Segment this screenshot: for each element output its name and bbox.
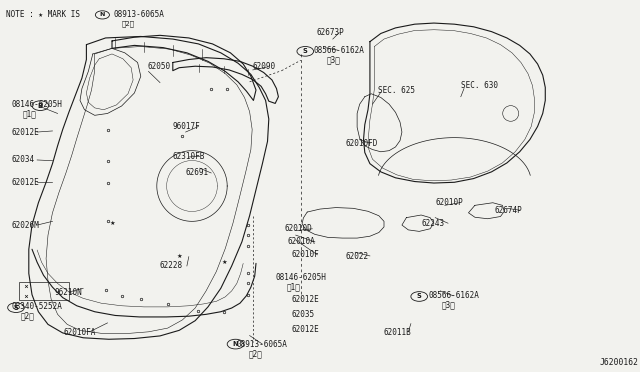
Text: 62691: 62691 [186,169,209,177]
Text: 62010F: 62010F [291,250,319,259]
Text: 62010A: 62010A [288,237,316,246]
Text: 62034: 62034 [12,155,35,164]
Text: 62012E: 62012E [291,295,319,304]
Text: 08566-6162A: 08566-6162A [429,291,479,300]
Text: 62228: 62228 [160,262,183,270]
Text: SEC. 625: SEC. 625 [378,86,415,94]
Text: N: N [100,12,105,17]
Text: 62310FB: 62310FB [173,152,205,161]
Bar [19,282,69,300]
Text: S: S [417,294,422,299]
Text: ★: ★ [221,260,227,265]
Text: 62026M: 62026M [12,221,39,230]
Text: 62090: 62090 [253,62,276,71]
Text: 62243: 62243 [421,219,444,228]
Text: （2）: （2） [248,349,262,358]
Text: NOTE : ★ MARK IS: NOTE : ★ MARK IS [6,10,81,19]
Text: （2）: （2） [122,21,135,28]
Text: 62010FA: 62010FA [64,328,97,337]
Text: 62010D: 62010D [285,224,312,233]
Text: 62011B: 62011B [384,328,412,337]
Text: 62012E: 62012E [12,178,39,187]
Text: 96017F: 96017F [173,122,200,131]
Text: 62010P: 62010P [435,198,463,207]
Text: S: S [303,48,308,54]
Text: 62674P: 62674P [494,206,522,215]
Text: J6200162: J6200162 [600,358,639,367]
Text: 08146-6205H: 08146-6205H [275,273,326,282]
Text: 62050: 62050 [147,62,170,71]
Text: SEC. 630: SEC. 630 [461,81,498,90]
Text: 08340-5252A: 08340-5252A [12,302,62,311]
Text: 08146-6205H: 08146-6205H [12,100,62,109]
Text: （3）: （3） [326,55,340,64]
Text: 62035: 62035 [291,310,314,319]
Text: 62022: 62022 [346,252,369,261]
Text: （1）: （1） [22,109,36,118]
Text: 08913-6065A: 08913-6065A [237,340,287,349]
Text: B: B [38,103,43,109]
Text: 96210N: 96210N [54,288,82,296]
Text: 62010FD: 62010FD [346,139,378,148]
Text: 62012E: 62012E [12,128,39,137]
Text: （1）: （1） [287,282,301,291]
Text: （2）: （2） [20,312,35,321]
Text: 62673P: 62673P [317,28,344,37]
Text: 62012E: 62012E [291,325,319,334]
Text: ★: ★ [177,254,182,259]
Text: ★: ★ [109,221,115,227]
Text: 08566-6162A: 08566-6162A [314,46,364,55]
Text: 08913-6065A: 08913-6065A [114,10,164,19]
Text: N: N [233,341,238,347]
Text: （3）: （3） [442,301,456,310]
Text: S: S [13,305,19,311]
